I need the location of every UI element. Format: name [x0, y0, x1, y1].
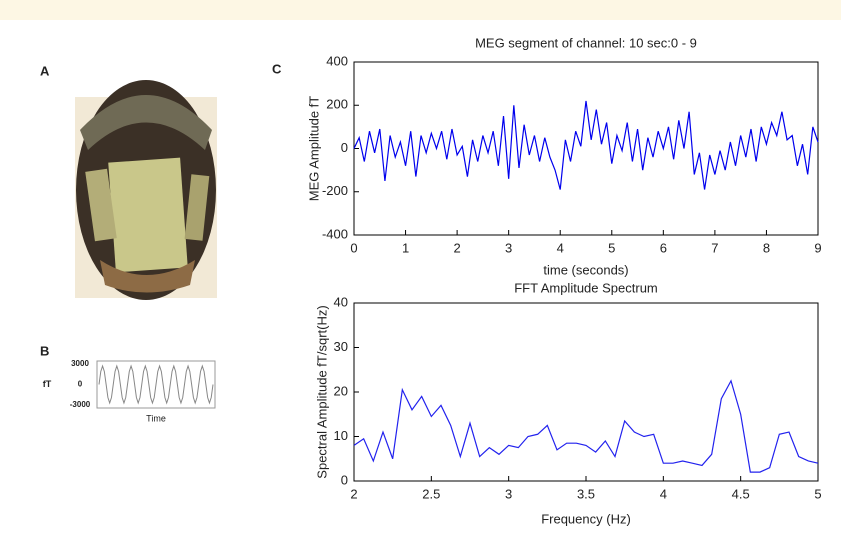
x-tick-label: 1 — [402, 240, 409, 255]
y-tick-label: 0 — [78, 380, 83, 389]
x-tick-label: 4.5 — [732, 486, 750, 501]
x-tick-label: 3 — [505, 486, 512, 501]
plot-frame — [353, 302, 819, 482]
x-tick-label: 7 — [711, 240, 718, 255]
top-band — [0, 0, 841, 20]
x-tick-label: 6 — [660, 240, 667, 255]
y-tick-label: 40 — [334, 294, 348, 309]
panel-label: B — [40, 343, 49, 358]
x-tick-label: 2 — [350, 486, 357, 501]
x-tick-label: 9 — [814, 240, 821, 255]
x-tick-label: 5 — [814, 486, 821, 501]
x-tick-label: 3.5 — [577, 486, 595, 501]
x-axis-label: Frequency (Hz) — [541, 511, 631, 526]
chart-title: FFT Amplitude Spectrum — [514, 280, 658, 295]
x-tick-label: 4 — [660, 486, 667, 501]
y-tick-label: -3000 — [70, 400, 91, 409]
panel-b-frame — [96, 360, 216, 409]
y-tick-label: -200 — [322, 183, 348, 198]
data-line — [98, 364, 214, 405]
y-tick-label: 0 — [341, 472, 348, 487]
y-axis-label: Spectral Amplitude fT/sqrt(Hz) — [314, 305, 329, 478]
y-tick-label: 20 — [334, 383, 348, 398]
y-tick-label: -400 — [322, 226, 348, 241]
panel-label: C — [272, 61, 282, 76]
y-tick-label: 0 — [341, 140, 348, 155]
x-axis-label: time (seconds) — [543, 262, 628, 277]
y-axis-label: MEG Amplitude fT — [306, 96, 321, 202]
data-line — [353, 379, 819, 473]
y-axis-label: fT — [43, 379, 52, 389]
y-tick-label: 10 — [334, 428, 348, 443]
x-tick-label: 2 — [453, 240, 460, 255]
helmet-photo — [75, 80, 217, 300]
x-tick-label: 3 — [505, 240, 512, 255]
x-tick-label: 2.5 — [422, 486, 440, 501]
y-tick-label: 30 — [334, 339, 348, 354]
chart-title: MEG segment of channel: 10 sec:0 - 9 — [475, 35, 697, 50]
panel-label: A — [40, 63, 50, 78]
x-tick-label: 8 — [763, 240, 770, 255]
y-tick-label: 3000 — [71, 359, 89, 368]
y-tick-label: 400 — [326, 53, 348, 68]
y-tick-label: 200 — [326, 97, 348, 112]
x-axis-label: Time — [146, 413, 166, 423]
x-tick-label: 0 — [350, 240, 357, 255]
plot-frame — [353, 61, 819, 236]
x-tick-label: 5 — [608, 240, 615, 255]
data-line — [353, 100, 819, 190]
x-tick-label: 4 — [557, 240, 564, 255]
